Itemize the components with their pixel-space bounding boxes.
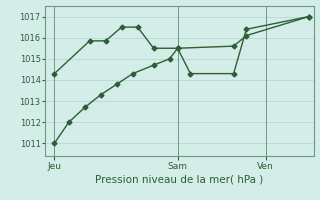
- X-axis label: Pression niveau de la mer( hPa ): Pression niveau de la mer( hPa ): [95, 175, 263, 185]
